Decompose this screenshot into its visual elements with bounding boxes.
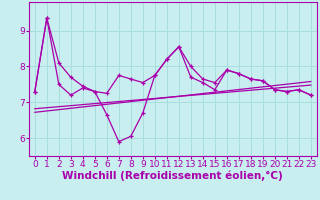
X-axis label: Windchill (Refroidissement éolien,°C): Windchill (Refroidissement éolien,°C) xyxy=(62,171,283,181)
